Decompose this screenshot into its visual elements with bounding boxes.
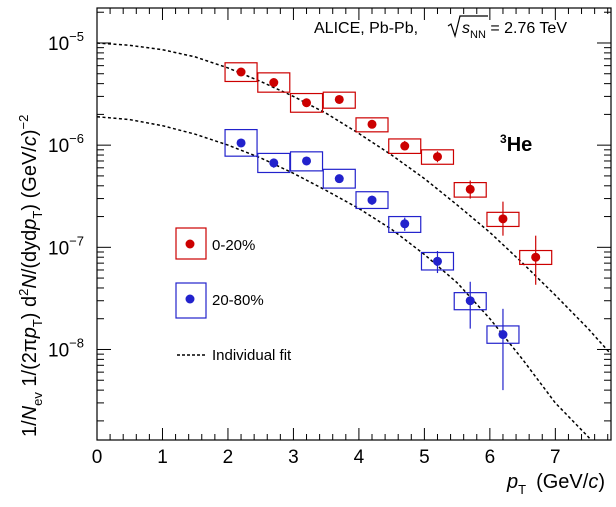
- legend-entry-20-80: 20-80%: [175, 282, 264, 319]
- y-tick-label: 10−8: [48, 335, 84, 361]
- sys-box: [388, 138, 422, 155]
- sys-box: [322, 91, 356, 109]
- svg-text:ALICE, Pb-Pb,: ALICE, Pb-Pb,: [314, 20, 418, 37]
- y-tick-label: 10−7: [48, 233, 84, 259]
- x-tick-label: 0: [92, 447, 103, 468]
- data-point: [302, 98, 312, 108]
- sys-box: [388, 215, 422, 233]
- data-point: [334, 174, 344, 184]
- collision-annotation: ALICE, Pb-Pb, sNN = 2.76 TeV: [314, 15, 567, 41]
- x-tick-label: 2: [223, 447, 234, 468]
- data-point: [498, 330, 508, 340]
- data-points: [224, 62, 553, 391]
- sys-box: [355, 117, 389, 133]
- data-point: [400, 219, 410, 229]
- fit-curves: [97, 42, 611, 440]
- data-point: [432, 152, 442, 162]
- x-tick-label: 4: [354, 447, 365, 468]
- species-label: 3He: [500, 132, 532, 156]
- y-tick-labels: 10−5 10−6 10−7 10−8: [48, 29, 84, 361]
- sys-box: [257, 72, 291, 93]
- data-point: [367, 195, 377, 205]
- data-point: [465, 184, 475, 194]
- legend-marker-0-20: [185, 239, 195, 249]
- sys-box: [355, 191, 389, 210]
- x-axis-title: pT (GeV/c): [506, 471, 605, 497]
- data-point: [302, 156, 312, 166]
- sys-box: [289, 92, 324, 113]
- data-point: [400, 141, 410, 151]
- data-point: [269, 78, 279, 88]
- sys-box: [289, 151, 324, 172]
- data-point: [465, 296, 475, 306]
- data-point: [498, 214, 508, 224]
- legend: 0-20% 20-80% Individual fit: [175, 227, 292, 364]
- legend-label-fit: Individual fit: [212, 347, 292, 364]
- sys-box: [257, 152, 291, 174]
- axis-ticks: [96, 8, 611, 440]
- data-point: [334, 94, 344, 104]
- data-point: [269, 158, 279, 168]
- y-tick-label: 10−6: [48, 131, 84, 157]
- x-tick-label: 3: [288, 447, 299, 468]
- x-tick-label: 7: [550, 447, 561, 468]
- legend-marker-box-20-80: [175, 282, 207, 319]
- legend-marker-box-0-20: [175, 227, 207, 260]
- y-tick-label: 10−5: [48, 29, 84, 55]
- data-point: [236, 67, 246, 77]
- series-20-80%: [224, 128, 520, 391]
- x-tick-labels: 0 1 2 3 4 5 6 7: [92, 447, 561, 468]
- legend-entry-0-20: 0-20%: [175, 227, 255, 260]
- x-tick-label: 5: [419, 447, 430, 468]
- x-tick-label: 6: [485, 447, 496, 468]
- data-point: [236, 138, 246, 148]
- data-point: [531, 252, 541, 262]
- y-axis-title: 1/Nev 1/(2πpT) d2N/(dydpT) (GeV/c)−2: [16, 115, 45, 437]
- legend-marker-20-80: [185, 294, 195, 304]
- sqrt-symbol: [447, 15, 488, 39]
- sys-box: [322, 168, 356, 189]
- fit-curve-20-80%: [97, 115, 592, 440]
- legend-label-0-20: 0-20%: [212, 237, 255, 254]
- sys-box: [420, 149, 455, 165]
- svg-text:sNN = 2.76 TeV: sNN = 2.76 TeV: [462, 20, 567, 41]
- series-0-20%: [224, 62, 553, 285]
- data-point: [367, 119, 377, 129]
- x-tick-label: 1: [157, 447, 168, 468]
- sys-box: [224, 128, 258, 157]
- legend-entry-fit: Individual fit: [177, 347, 292, 364]
- plot-frame: [96, 7, 612, 441]
- data-point: [432, 256, 442, 266]
- sys-box: [224, 62, 258, 83]
- legend-label-20-80: 20-80%: [212, 292, 264, 309]
- fit-curve-0-20%: [97, 42, 611, 355]
